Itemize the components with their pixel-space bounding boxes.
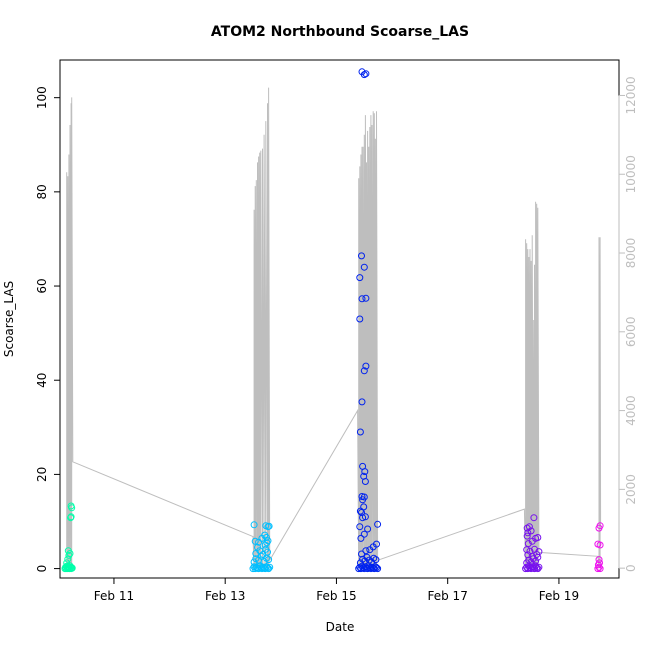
data-point <box>362 294 370 302</box>
data-point <box>374 565 382 573</box>
data-point <box>356 559 364 567</box>
data-point <box>362 70 370 78</box>
y-left-tick-label: 0 <box>35 565 49 573</box>
x-tick-label: Feb 17 <box>428 589 468 603</box>
data-point <box>356 507 364 515</box>
data-point <box>596 541 604 549</box>
data-point <box>373 540 380 548</box>
data-point <box>262 534 270 541</box>
x-axis: Feb 11 Feb 13 Feb 15 Feb 17 Feb 19 <box>94 577 579 603</box>
data-point <box>365 556 373 564</box>
data-point <box>64 547 72 555</box>
data-point <box>523 532 531 540</box>
data-point <box>265 556 273 564</box>
data-point <box>535 548 543 556</box>
y-right-tick-label: 8000 <box>624 238 638 269</box>
data-point <box>265 565 273 573</box>
data-point <box>358 550 365 558</box>
data-point <box>362 362 370 370</box>
data-point <box>356 523 364 531</box>
y-left-tick-label: 40 <box>35 373 49 388</box>
chart-title: ATOM2 Northbound Scoarse_LAS <box>211 24 469 40</box>
data-point <box>358 562 366 570</box>
data-point <box>265 522 273 530</box>
data-point <box>596 522 604 530</box>
data-point <box>360 472 368 480</box>
data-point <box>67 502 75 510</box>
data-point <box>595 556 603 564</box>
data-point <box>356 428 364 436</box>
data-point <box>68 564 76 572</box>
data-point <box>532 557 540 565</box>
data-point <box>67 513 75 521</box>
y-right-tick-label: 4000 <box>624 395 638 426</box>
data-point <box>358 295 366 303</box>
data-point <box>250 558 258 566</box>
data-point <box>364 525 372 533</box>
y-right-tick-label: 0 <box>624 564 638 572</box>
data-point <box>535 563 543 571</box>
data-point <box>534 534 542 541</box>
x-tick-label: Feb 13 <box>205 589 245 603</box>
y-left-tick-label: 60 <box>35 278 49 293</box>
y-right-tick-label: 2000 <box>624 474 638 505</box>
y-right-axis: 0 2000 4000 6000 8000 10000 12000 <box>618 76 638 572</box>
data-point <box>530 514 538 522</box>
data-point <box>361 513 369 521</box>
y-left-tick-label: 20 <box>35 467 49 482</box>
data-point <box>356 274 364 282</box>
data-point <box>358 398 366 406</box>
data-point <box>361 557 369 565</box>
secondary-series-line <box>66 87 602 569</box>
data-point <box>356 315 364 323</box>
data-point <box>266 563 274 571</box>
data-point <box>251 537 259 545</box>
secondary-line-layer <box>66 87 602 569</box>
data-point <box>362 547 370 555</box>
data-point <box>359 462 367 470</box>
data-point <box>63 559 71 567</box>
data-point <box>360 503 368 511</box>
data-point <box>254 543 261 551</box>
data-point <box>359 555 367 563</box>
data-point <box>358 252 365 260</box>
data-point <box>374 520 382 528</box>
data-point <box>524 540 532 548</box>
x-tick-label: Feb 19 <box>539 589 579 603</box>
data-point <box>525 523 533 531</box>
data-point <box>264 548 271 556</box>
data-point <box>373 564 380 572</box>
y-left-tick-label: 80 <box>35 184 49 199</box>
data-point <box>360 530 368 538</box>
x-tick-label: Feb 11 <box>94 589 134 603</box>
data-point <box>360 367 368 375</box>
data-point <box>371 563 379 571</box>
data-point <box>524 551 532 559</box>
data-point <box>264 537 272 545</box>
data-point <box>250 521 258 529</box>
y-right-tick-label: 6000 <box>624 317 638 348</box>
y-axis-label: Scoarse_LAS <box>2 281 16 357</box>
y-right-tick-label: 12000 <box>624 76 638 114</box>
y-left-axis: 0 20 40 60 80 100 <box>35 86 61 573</box>
x-tick-label: Feb 15 <box>316 589 356 603</box>
data-point <box>357 534 365 542</box>
data-point <box>360 263 368 271</box>
data-point <box>534 565 542 573</box>
x-axis-label: Date <box>326 620 355 634</box>
data-point <box>358 493 366 500</box>
data-point <box>372 556 380 564</box>
data-point <box>526 547 534 555</box>
y-right-tick-label: 10000 <box>624 155 638 193</box>
data-point <box>596 559 603 567</box>
points-layer <box>61 68 604 573</box>
y-left-tick-label: 100 <box>35 86 49 109</box>
